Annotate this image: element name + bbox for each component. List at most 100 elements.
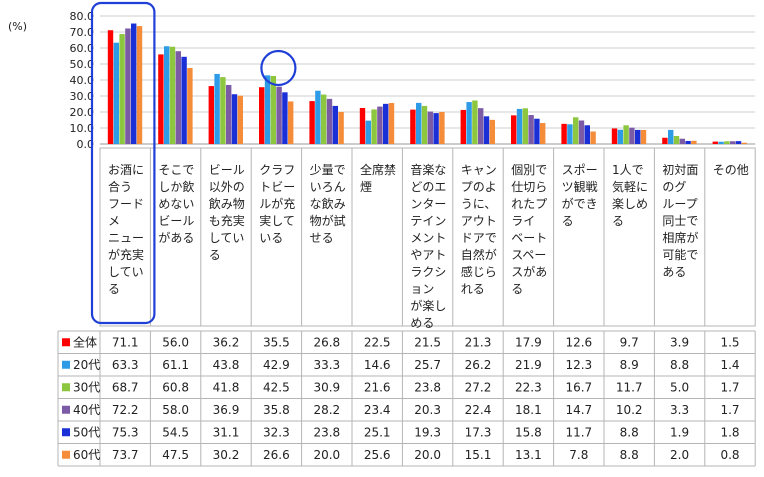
category-label-line: してい: [209, 231, 245, 245]
bar: [712, 141, 718, 144]
data-label: 20.0: [313, 448, 340, 462]
category-label-line: ンター: [410, 197, 446, 211]
bar: [741, 142, 747, 144]
category-label-line: メ: [108, 214, 120, 228]
data-label: 1.8: [720, 425, 739, 439]
category-label-line: ラクシ: [410, 265, 446, 279]
category-label-line: スがあ: [511, 264, 547, 279]
data-label: 30.2: [213, 448, 240, 462]
category-label-line: める: [410, 316, 434, 330]
category-label-line: ニュー: [108, 231, 144, 245]
y-tick-label: 50.0: [70, 58, 95, 71]
category-label-line: 自然が: [461, 247, 497, 262]
bar: [220, 77, 226, 144]
category-label-line: 相席が: [662, 230, 698, 245]
bar: [136, 26, 143, 144]
data-label: 31.1: [213, 425, 240, 439]
data-label: 1.5: [720, 335, 739, 349]
data-label: 58.0: [162, 403, 189, 417]
category-label-line: が楽し: [410, 298, 446, 313]
highlight-box: [90, 1, 156, 325]
data-label: 8.9: [620, 358, 639, 372]
category-label-line: いる: [259, 231, 283, 245]
category-label-line: ベート: [511, 231, 547, 245]
bar: [629, 127, 635, 144]
bar: [668, 129, 674, 144]
bar: [119, 34, 125, 144]
bar: [388, 103, 395, 144]
data-label: 1.7: [720, 380, 739, 394]
legend-swatch: [62, 383, 70, 392]
data-label: 60.8: [162, 380, 189, 394]
data-label: 1.9: [670, 425, 689, 439]
bar: [383, 103, 389, 144]
bar: [489, 119, 495, 144]
bar: [540, 123, 546, 144]
category-label-line: ループ: [662, 197, 697, 211]
category-label-line: 初対面: [662, 163, 698, 177]
data-label: 26.2: [465, 358, 492, 372]
highlight-circle: [260, 49, 297, 87]
category-label-line: 個別で: [511, 163, 547, 177]
data-label: 22.3: [515, 380, 542, 394]
bar: [478, 108, 484, 144]
data-label: 25.1: [364, 425, 391, 439]
bar: [439, 112, 445, 144]
bar: [472, 100, 478, 144]
data-label: 18.1: [515, 403, 542, 417]
bar: [270, 76, 276, 144]
data-label: 36.9: [213, 403, 240, 417]
bar: [433, 113, 439, 144]
bar: [315, 90, 321, 144]
data-label: 8.8: [620, 425, 639, 439]
bar: [685, 140, 691, 144]
category-label-line: どのエ: [410, 180, 446, 194]
data-label: 12.6: [565, 335, 592, 349]
legend-label: 20代: [73, 358, 100, 372]
category-label-line: 気軽に: [612, 179, 648, 194]
category-label-line: ある: [662, 265, 686, 279]
category-label-line: る: [209, 248, 221, 262]
data-label: 54.5: [162, 425, 189, 439]
category-label-line: アウト: [461, 214, 497, 228]
bar: [483, 116, 490, 144]
category-label-line: 合う: [108, 179, 132, 194]
bar: [214, 73, 220, 144]
bar: [377, 106, 383, 144]
data-label: 11.7: [565, 425, 592, 439]
category-label-line: してい: [108, 265, 144, 279]
data-label: 7.8: [569, 448, 588, 462]
bar: [288, 101, 294, 144]
bar: [365, 120, 371, 144]
category-label-line: な飲み: [310, 196, 346, 211]
data-label: 75.3: [112, 425, 139, 439]
data-label: 22.4: [465, 403, 492, 417]
data-label: 32.3: [263, 425, 290, 439]
category-label-line: る: [511, 282, 523, 296]
data-label: 56.0: [162, 335, 189, 349]
data-label: 12.3: [565, 358, 592, 372]
category-label-line: その他: [713, 163, 749, 177]
bar: [416, 102, 422, 144]
data-label: 47.5: [162, 448, 189, 462]
category-label-line: のグ: [662, 180, 686, 194]
data-label: 73.7: [112, 448, 139, 462]
data-label: 26.6: [263, 448, 290, 462]
category-label-line: る: [562, 214, 574, 228]
bar: [427, 111, 433, 144]
legend-swatch: [62, 338, 70, 347]
data-label: 35.8: [263, 403, 290, 417]
bar: [169, 46, 176, 144]
bar: [528, 115, 534, 144]
bar: [421, 105, 428, 144]
data-label: 23.4: [364, 403, 391, 417]
data-label: 17.9: [515, 335, 542, 349]
data-label: 21.5: [414, 335, 441, 349]
bar: [264, 75, 271, 144]
data-label: 42.5: [263, 380, 290, 394]
data-label: 19.3: [414, 425, 441, 439]
category-label-line: うに、: [461, 197, 497, 211]
bar: [113, 42, 119, 144]
bar: [724, 141, 730, 144]
data-label: 42.9: [263, 358, 290, 372]
